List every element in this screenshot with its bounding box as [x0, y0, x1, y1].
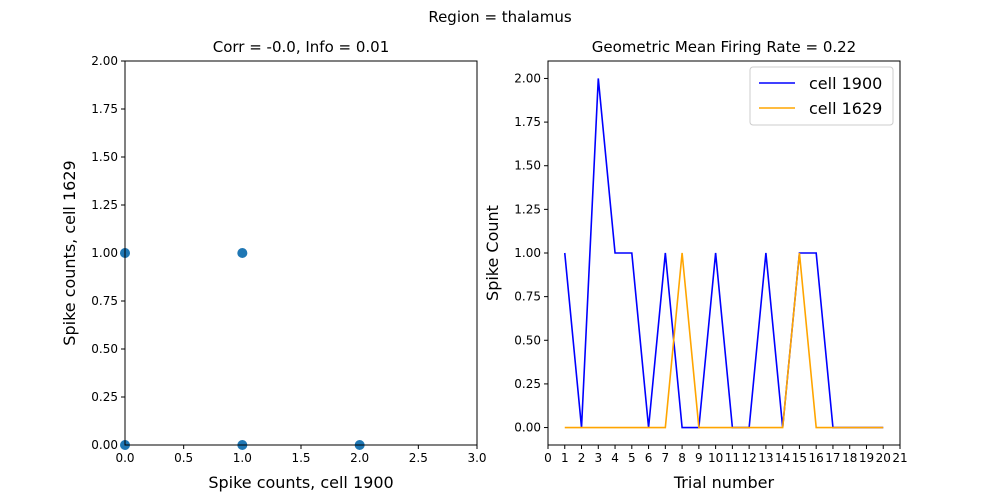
chart-2-x-tick-label: 16 — [809, 451, 824, 465]
chart-2-legend-label-1: cell 1900 — [809, 74, 882, 93]
chart-1-title: Corr = -0.0, Info = 0.01 — [213, 38, 390, 56]
chart-2-x-axis-label: Trial number — [673, 473, 775, 492]
chart-1-x-tick-label: 1.0 — [233, 451, 252, 465]
chart-1-plot-frame — [124, 60, 478, 446]
chart-1-x-tick-label: 2.5 — [409, 451, 428, 465]
chart-2-title: Geometric Mean Firing Rate = 0.22 — [592, 38, 856, 56]
chart-2-y-tick-label: 0.25 — [514, 377, 541, 391]
chart-1-y-tick-label: 2.00 — [91, 54, 118, 68]
chart-2-x-tick-label: 4 — [611, 451, 619, 465]
chart-2-x-tick-label: 19 — [859, 451, 874, 465]
chart-2-series-line-1 — [563, 78, 884, 429]
chart-2-y-tick-label: 0.50 — [514, 333, 541, 347]
figure-suptitle: Region = thalamus — [428, 8, 572, 26]
chart-2-plot-frame — [547, 60, 901, 446]
chart-2-y-tick-label: 1.50 — [514, 159, 541, 173]
chart-1-y-tick-label: 0.25 — [91, 390, 118, 404]
chart-1-x-tick-label: 0.0 — [115, 451, 134, 465]
chart-1-x-tick-label: 3.0 — [467, 451, 486, 465]
chart-2-y-tick-label: 1.75 — [514, 115, 541, 129]
chart-1-y-tick-label: 1.00 — [91, 246, 118, 260]
chart-1-y-tick-label: 0.50 — [91, 342, 118, 356]
chart-2-y-tick-label: 1.00 — [514, 246, 541, 260]
chart-2-x-tick-label: 17 — [825, 451, 840, 465]
chart-1-y-tick-label: 0.75 — [91, 294, 118, 308]
chart-2-x-tick-label: 8 — [678, 451, 686, 465]
chart-2-y-tick-label: 0.00 — [514, 421, 541, 435]
chart-1-y-tick-label: 0.00 — [91, 438, 118, 452]
chart-2-x-tick-label: 14 — [775, 451, 790, 465]
chart-1-x-tick-label: 1.5 — [291, 451, 310, 465]
chart-2-x-tick-label: 3 — [594, 451, 602, 465]
chart-1-point — [237, 248, 248, 258]
chart-2-legend-box — [749, 66, 894, 126]
chart-2-y-tick-label: 1.25 — [514, 202, 541, 216]
chart-2-x-tick-label: 12 — [742, 451, 757, 465]
chart-2-legend-label-2: cell 1629 — [809, 99, 882, 118]
chart-2-y-tick-label: 0.75 — [514, 290, 541, 304]
chart-2-y-axis-label: Spike Count — [483, 205, 502, 301]
chart-2-x-tick-label: 5 — [628, 451, 636, 465]
chart-1-y-tick-label: 1.50 — [91, 150, 118, 164]
chart-1-x-axis-label: Spike counts, cell 1900 — [208, 473, 393, 492]
chart-1-y-tick-label: 1.75 — [91, 102, 118, 116]
chart-2-x-tick-label: 7 — [662, 451, 670, 465]
chart-2-x-tick-label: 0 — [544, 451, 552, 465]
chart-2-x-tick-label: 6 — [645, 451, 653, 465]
chart-1-x-tick-label: 0.5 — [174, 451, 193, 465]
chart-2-x-tick-label: 1 — [561, 451, 569, 465]
chart-2-x-tick-label: 20 — [876, 451, 891, 465]
chart-2-series-line-2 — [564, 252, 884, 429]
chart-2-x-tick-label: 21 — [892, 451, 907, 465]
chart-2-y-tick-label: 2.00 — [514, 71, 541, 85]
chart-1-x-tick-label: 2.0 — [350, 451, 369, 465]
chart-2-x-tick-label: 15 — [792, 451, 807, 465]
chart-2-x-tick-label: 2 — [578, 451, 586, 465]
chart-2-x-tick-label: 18 — [842, 451, 857, 465]
chart-2-x-tick-label: 13 — [758, 451, 773, 465]
chart-2-x-tick-label: 11 — [725, 451, 740, 465]
chart-2-x-tick-label: 9 — [695, 451, 703, 465]
chart-2-x-tick-label: 10 — [708, 451, 723, 465]
chart-1-y-axis-label: Spike counts, cell 1629 — [60, 160, 79, 345]
chart-1-y-tick-label: 1.25 — [91, 198, 118, 212]
